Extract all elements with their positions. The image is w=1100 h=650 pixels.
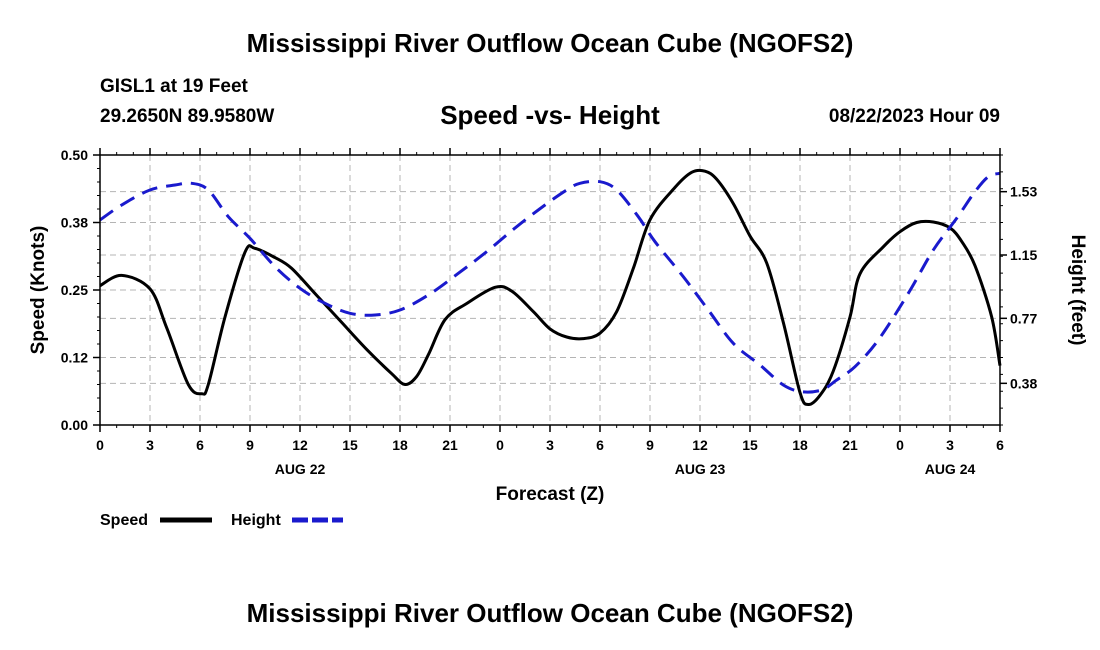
- legend-height-label: Height: [231, 512, 281, 529]
- y-axis-title: Speed (Knots): [28, 226, 49, 355]
- x-tick-label: 21: [842, 437, 858, 453]
- y2-tick-label: 0.38: [1010, 375, 1037, 391]
- x-day-label: AUG 23: [675, 461, 726, 477]
- x-tick-label: 0: [496, 437, 504, 453]
- station-label: GISL1 at 19 Feet: [100, 76, 248, 97]
- y2-axis-title: Height (feet): [1067, 235, 1088, 346]
- x-tick-label: 15: [342, 437, 358, 453]
- y-tick-label: 0.38: [61, 215, 88, 231]
- y-tick-label: 0.12: [61, 350, 88, 366]
- y-tick-label: 0.00: [61, 417, 88, 433]
- forecast-datetime: 08/22/2023 Hour 09: [828, 106, 1000, 127]
- chart-bottom-title: Mississippi River Outflow Ocean Cube (NG…: [246, 598, 854, 628]
- y-tick-label: 0.50: [61, 147, 88, 163]
- x-tick-label: 3: [546, 437, 554, 453]
- axis-layer: 0 3 6 9 12 15 18 21 0 3 6 9 12 15 18 21 0 3 6 AUG 22 AUG 23 A…: [61, 147, 1038, 477]
- x-tick-label: 15: [742, 437, 758, 453]
- y-tick-label: 0.25: [61, 282, 88, 298]
- station-coordinates: 29.2650N 89.9580W: [100, 106, 275, 127]
- x-day-label: AUG 24: [925, 461, 976, 477]
- x-tick-label: 6: [196, 437, 204, 453]
- x-day-label: AUG 22: [275, 461, 326, 477]
- series-layer: [99, 168, 1002, 406]
- y2-tick-label: 0.77: [1010, 310, 1037, 326]
- x-tick-label: 18: [792, 437, 808, 453]
- x-tick-label: 9: [646, 437, 654, 453]
- y2-tick-label: 1.15: [1010, 247, 1037, 263]
- chart-main-title: Mississippi River Outflow Ocean Cube (NG…: [246, 28, 854, 58]
- x-tick-label: 6: [996, 437, 1004, 453]
- x-axis-title: Forecast (Z): [496, 484, 605, 505]
- chart-subtitle: Speed -vs- Height: [440, 100, 660, 130]
- series-line-height: [99, 171, 1001, 394]
- x-tick-label: 12: [692, 437, 708, 453]
- x-tick-label: 3: [946, 437, 954, 453]
- x-tick-label: 21: [442, 437, 458, 453]
- x-tick-label: 6: [596, 437, 604, 453]
- x-tick-label: 9: [246, 437, 254, 453]
- x-tick-label: 12: [292, 437, 308, 453]
- x-tick-label: 0: [896, 437, 904, 453]
- x-tick-label: 0: [96, 437, 104, 453]
- legend: Speed Height: [100, 512, 343, 529]
- x-tick-label: 3: [146, 437, 154, 453]
- grid-layer: [100, 155, 1000, 425]
- x-tick-label: 18: [392, 437, 408, 453]
- y2-tick-label: 1.53: [1010, 184, 1037, 200]
- series-line-speed: [99, 168, 1002, 406]
- legend-speed-label: Speed: [100, 512, 148, 529]
